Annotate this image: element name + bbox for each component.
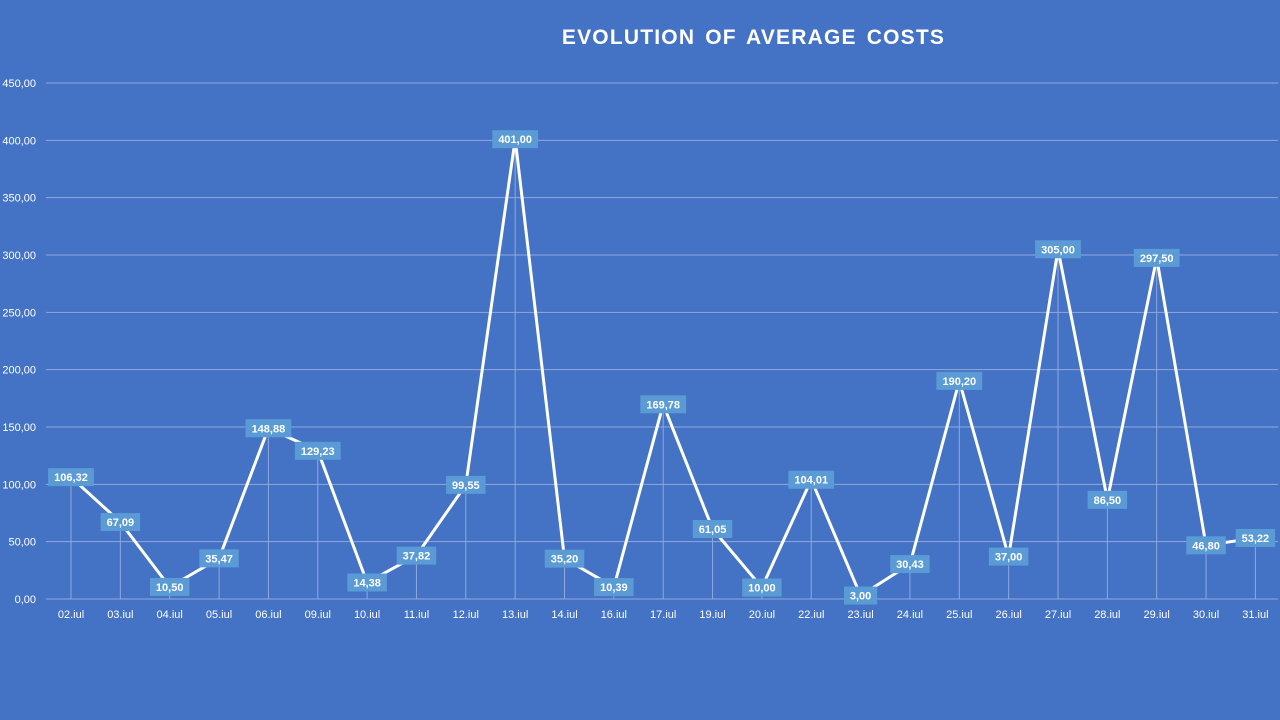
y-tick-label: 100,00 xyxy=(2,479,36,491)
y-tick-label: 250,00 xyxy=(2,307,36,319)
data-label: 46,80 xyxy=(1192,540,1220,552)
data-label: 401,00 xyxy=(498,134,532,146)
data-label-box xyxy=(742,578,782,597)
x-tick-label: 14.iul xyxy=(551,609,577,621)
x-tick-label: 16.iul xyxy=(601,609,627,621)
x-tick-label: 12.iul xyxy=(453,609,479,621)
drop-lines xyxy=(70,139,1256,599)
data-label-box xyxy=(396,546,437,565)
data-label-box xyxy=(446,475,486,494)
data-label-box xyxy=(100,513,141,532)
x-tick-label: 24.iul xyxy=(897,609,923,621)
data-label-box xyxy=(492,130,539,149)
data-label: 10,50 xyxy=(156,582,184,594)
data-label-box xyxy=(294,441,341,460)
x-tick-label: 31.iul xyxy=(1242,609,1268,621)
x-tick-label: 10.iul xyxy=(354,609,380,621)
data-label: 37,82 xyxy=(403,551,431,563)
data-label-box xyxy=(936,371,983,390)
data-label: 53,22 xyxy=(1242,533,1270,545)
x-tick-label: 17.iul xyxy=(650,609,676,621)
x-axis-ticks: 02.iul 03.iul 04.iul 05.iul 06.iul 09.iul 10.i… xyxy=(58,609,1269,621)
data-label: 35,47 xyxy=(205,553,233,565)
x-tick-label: 06.iul xyxy=(255,609,281,621)
data-label: 30,43 xyxy=(896,559,924,571)
x-tick-label: 09.iul xyxy=(305,609,331,621)
data-label: 106,32 xyxy=(54,472,88,484)
data-label-box xyxy=(245,419,292,438)
x-tick-label: 25.iul xyxy=(946,609,972,621)
x-tick-label: 26.iul xyxy=(996,609,1022,621)
data-label: 14,38 xyxy=(353,578,381,590)
data-label-box xyxy=(594,578,634,597)
y-tick-label: 0,00 xyxy=(15,594,36,606)
y-tick-label: 400,00 xyxy=(2,135,36,147)
data-label: 129,23 xyxy=(301,446,335,458)
data-label: 190,20 xyxy=(942,376,976,388)
y-tick-label: 350,00 xyxy=(2,193,36,205)
y-axis-ticks: 0,00 50,00 100,00 150,00 200,00 250,00 300,00 3… xyxy=(2,78,36,606)
data-label-box xyxy=(1087,490,1128,509)
data-label-box xyxy=(788,470,835,489)
x-tick-label: 30.iul xyxy=(1193,609,1219,621)
data-label-box xyxy=(199,549,239,568)
data-label: 297,50 xyxy=(1140,253,1174,265)
data-label: 10,00 xyxy=(748,583,776,595)
data-label-box xyxy=(1035,240,1081,259)
data-label: 104,01 xyxy=(794,475,828,487)
x-tick-label: 27.iul xyxy=(1045,609,1071,621)
data-label-box xyxy=(844,586,878,605)
data-label: 37,00 xyxy=(995,552,1023,564)
data-label: 169,78 xyxy=(646,399,680,411)
x-tick-label: 29.iul xyxy=(1144,609,1170,621)
x-tick-label: 11.iul xyxy=(404,609,429,621)
data-label-box xyxy=(1186,536,1226,555)
data-label-box xyxy=(347,573,387,592)
y-tick-label: 450,00 xyxy=(2,78,36,90)
x-tick-label: 23.iul xyxy=(847,609,873,621)
data-label-box xyxy=(692,519,733,538)
y-tick-label: 150,00 xyxy=(2,422,36,434)
y-tick-label: 50,00 xyxy=(8,537,36,549)
data-label: 10,39 xyxy=(600,582,628,594)
data-label: 99,55 xyxy=(452,480,480,492)
data-label-box xyxy=(640,395,687,414)
data-label-box xyxy=(544,549,585,568)
x-tick-label: 20.iul xyxy=(749,609,775,621)
data-label: 61,05 xyxy=(699,524,727,536)
data-label: 305,00 xyxy=(1041,244,1075,256)
data-label: 67,09 xyxy=(107,517,135,529)
x-tick-label: 13.iul xyxy=(502,609,528,621)
x-tick-label: 02.iul xyxy=(58,609,84,621)
x-tick-label: 28.iul xyxy=(1094,609,1120,621)
data-label-box xyxy=(1235,528,1276,547)
data-labels: 106,32 67,09 10,50 35,47 148,88 129,23 14,38 37… xyxy=(48,130,1276,605)
x-tick-label: 04.iul xyxy=(157,609,183,621)
x-tick-label: 22.iul xyxy=(798,609,824,621)
data-label-box xyxy=(890,555,930,574)
data-label-box xyxy=(1133,248,1180,267)
x-tick-label: 03.iul xyxy=(107,609,133,621)
data-label: 86,50 xyxy=(1094,495,1122,507)
data-label: 35,20 xyxy=(551,554,579,566)
data-label: 3,00 xyxy=(850,591,871,603)
data-label-box xyxy=(48,468,94,487)
data-label-box xyxy=(149,577,190,596)
y-tick-label: 200,00 xyxy=(2,365,36,377)
chart-title: EVOLUTION OF AVERAGE COSTS xyxy=(561,26,946,49)
data-label: 148,88 xyxy=(252,423,286,435)
data-label-box xyxy=(988,547,1029,566)
x-tick-label: 19.iul xyxy=(699,609,725,621)
y-tick-label: 300,00 xyxy=(2,250,36,262)
gridlines xyxy=(46,82,1278,600)
x-tick-label: 05.iul xyxy=(206,609,232,621)
